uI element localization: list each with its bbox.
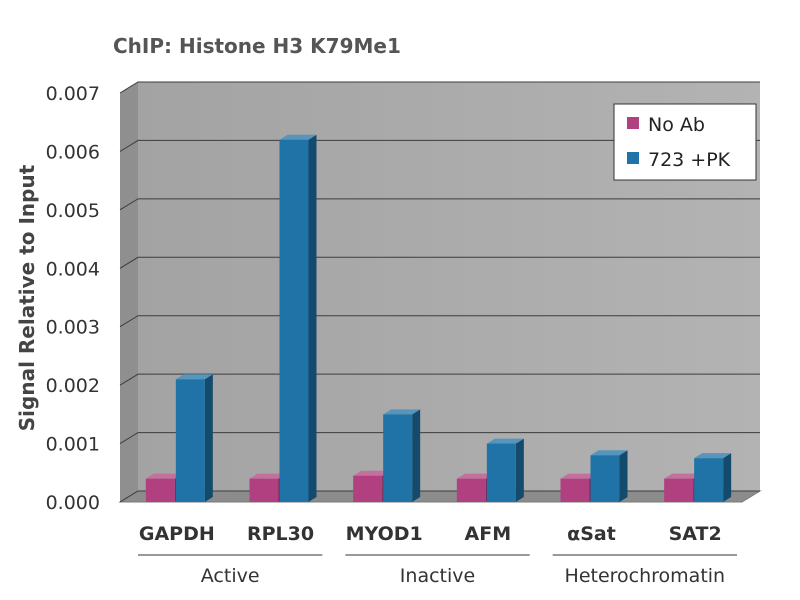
gridline (119, 81, 760, 94)
y-tick-label: 0.005 (46, 200, 100, 222)
x-tick-label: RPL30 (247, 523, 314, 545)
bar-front (175, 379, 205, 502)
bar-top (486, 438, 524, 444)
y-ticks: 0.000 0.001 0.002 0.003 0.004 0.005 0.006 0.007 (46, 83, 100, 514)
bar-top (175, 374, 213, 380)
bar (175, 374, 213, 502)
bars (145, 134, 732, 502)
y-tick-label: 0.001 (46, 434, 100, 456)
bar-front (145, 478, 175, 502)
bar-front (249, 478, 279, 502)
bar-side (308, 134, 317, 502)
bar-front (486, 443, 516, 502)
legend-label-723-pk: 723 +PK (648, 149, 731, 171)
bar-top (353, 470, 391, 476)
bar-front (456, 478, 486, 502)
bar (694, 453, 732, 502)
gridline (119, 198, 760, 211)
y-tick-label: 0.006 (46, 141, 100, 163)
bar (590, 450, 628, 502)
bar-side (515, 438, 524, 502)
x-tick-label: αSat (567, 523, 616, 545)
bar-front (590, 455, 620, 502)
y-tick-label: 0.003 (46, 317, 100, 339)
bar (383, 409, 421, 502)
bar-top (145, 473, 183, 479)
y-tick-label: 0.004 (46, 258, 100, 280)
gridline (119, 315, 760, 328)
group-label: Inactive (400, 565, 475, 587)
bar-side (204, 374, 213, 502)
x-tick-label: SAT2 (669, 523, 722, 545)
bar-front (383, 414, 413, 502)
bar-top (560, 473, 598, 479)
bar-front (560, 478, 590, 502)
group-label: Heterochromatin (565, 565, 726, 587)
y-tick-label: 0.007 (46, 83, 100, 105)
bar-top (456, 473, 494, 479)
x-tick-label: AFM (465, 523, 512, 545)
bar-top (590, 450, 628, 456)
side-wall (120, 82, 138, 502)
y-axis-label: Signal Relative to Input (15, 164, 39, 431)
bar-top (664, 473, 702, 479)
gridline (119, 139, 760, 152)
bar-top (694, 453, 732, 459)
bar-front (664, 478, 694, 502)
group-labels: Active Inactive Heterochromatin (138, 554, 737, 587)
bar-side (723, 453, 732, 502)
bar-side (412, 409, 421, 502)
floor (118, 490, 762, 503)
bar-side (619, 450, 628, 502)
x-tick-label: GAPDH (139, 523, 215, 545)
x-tick-label: MYOD1 (346, 523, 423, 545)
chart-title: ChIP: Histone H3 K79Me1 (113, 34, 401, 58)
gridline (119, 373, 760, 386)
gridline (119, 490, 760, 503)
bar-top (249, 473, 287, 479)
bar (279, 134, 317, 502)
category-labels: GAPDH RPL30 MYOD1 AFM αSat SAT2 (139, 523, 722, 545)
legend-swatch-no-ab (627, 117, 639, 129)
legend-label-no-ab: No Ab (648, 114, 705, 136)
gridline (119, 432, 760, 444)
bar-front (353, 475, 383, 502)
bar (486, 438, 524, 502)
bar-top (279, 134, 317, 140)
legend-swatch-723-pk (627, 152, 639, 164)
group-label: Active (201, 565, 260, 587)
y-tick-label: 0.002 (46, 375, 100, 397)
y-tick-label: 0.000 (46, 492, 100, 514)
bar-front (279, 139, 309, 502)
bar-front (694, 458, 724, 502)
gridline (119, 256, 760, 269)
bar-top (383, 409, 421, 415)
legend-box (613, 103, 757, 181)
legend: No Ab 723 +PK (613, 103, 757, 181)
